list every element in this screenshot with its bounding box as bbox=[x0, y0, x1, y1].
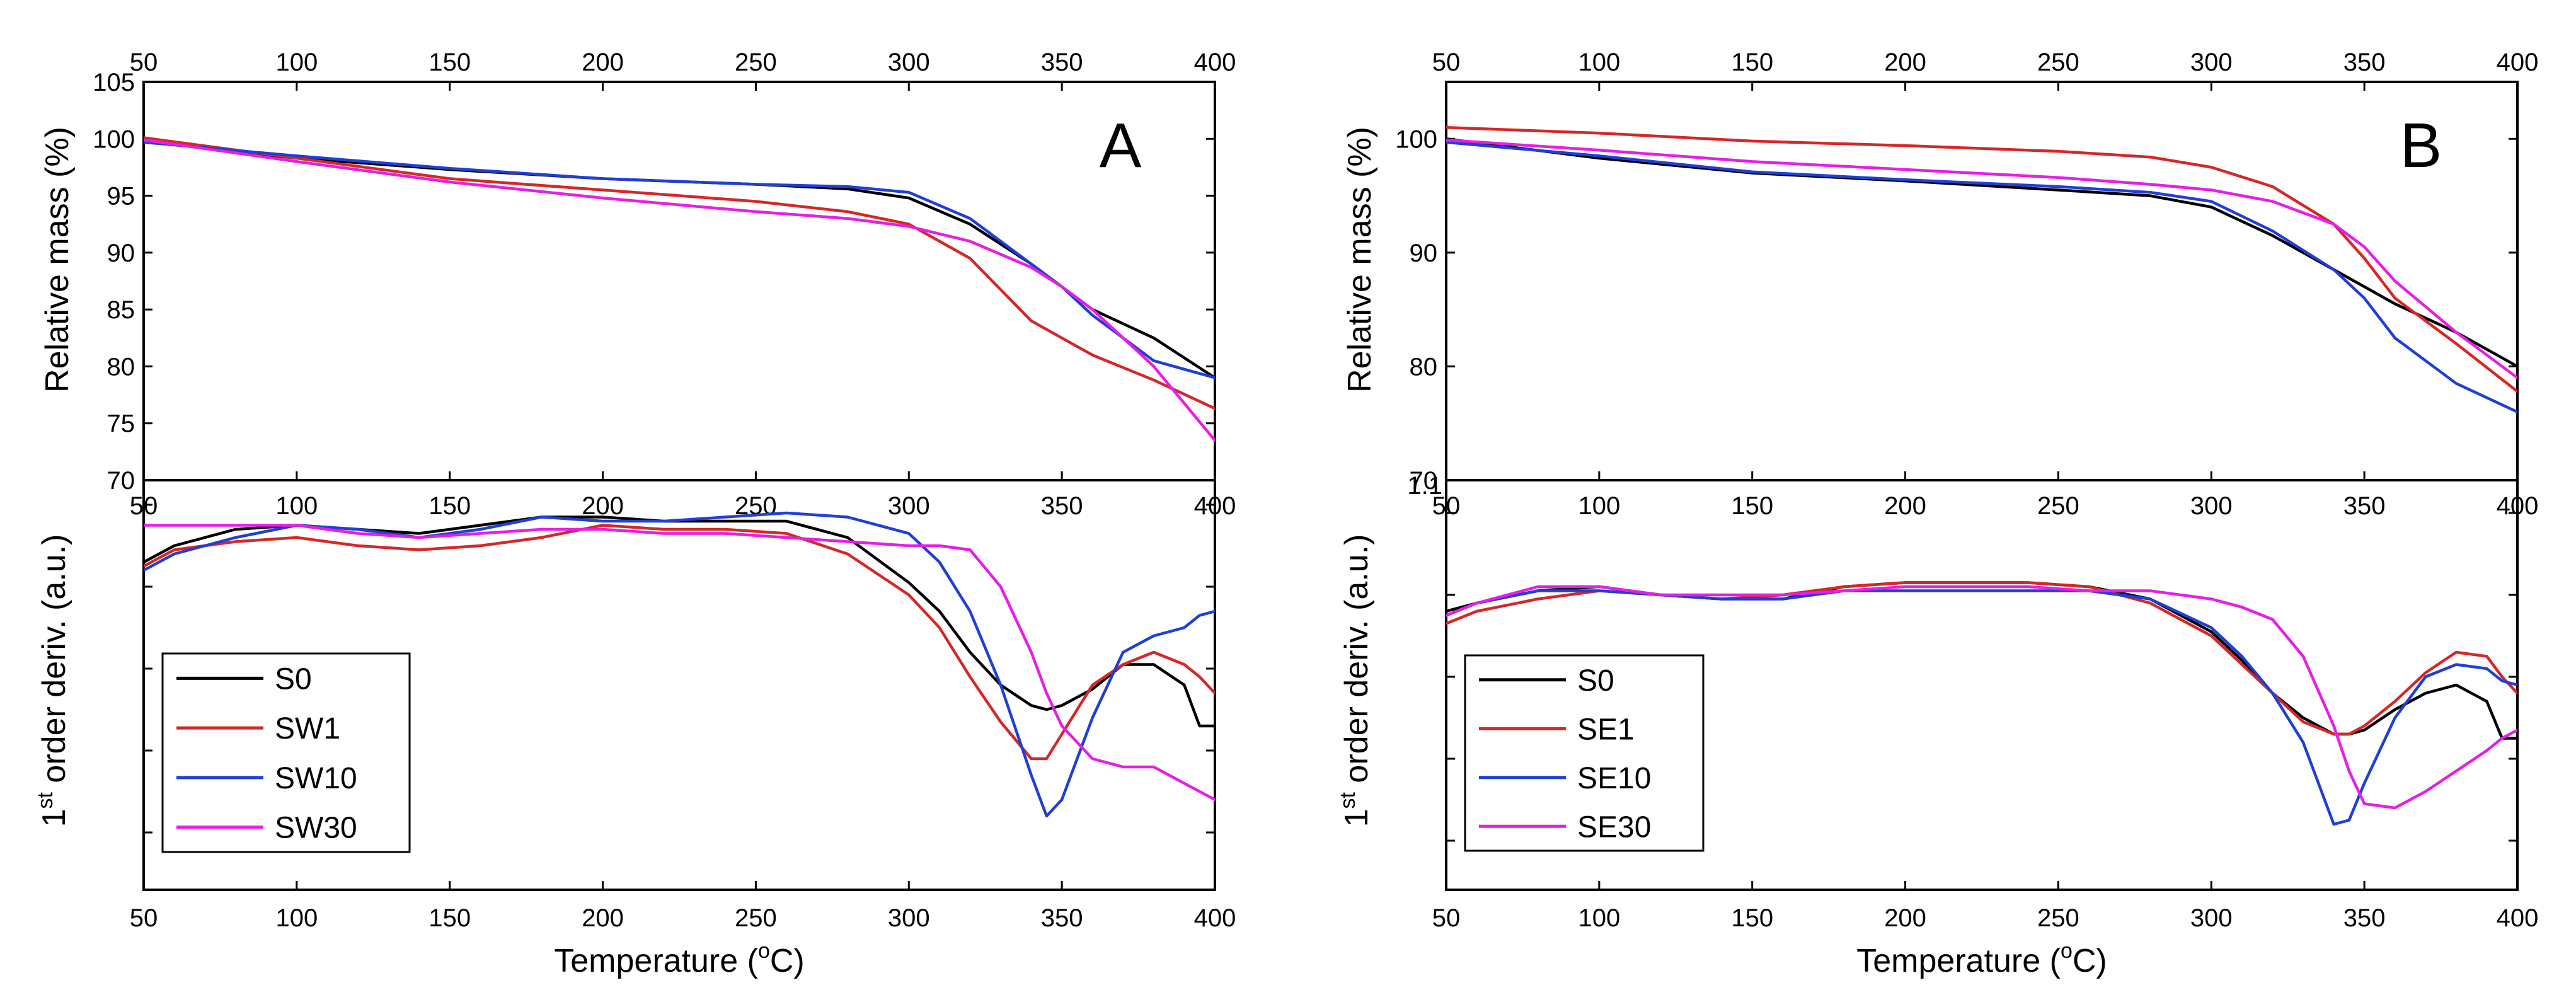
x-tick-label-mid: 300 bbox=[888, 492, 930, 520]
x-tick-label-bottom: 300 bbox=[888, 904, 930, 932]
legend-label-sw10: SW10 bbox=[275, 762, 357, 795]
x-tick-label-mid: 150 bbox=[1731, 492, 1773, 520]
legend-box bbox=[161, 652, 411, 853]
legend-label-s0: S0 bbox=[275, 662, 312, 696]
x-tick-label-bottom: 350 bbox=[1041, 904, 1083, 932]
deriv-curve-se30 bbox=[1446, 585, 2517, 810]
x-tick-label-top: 200 bbox=[582, 49, 624, 76]
legend-label-se1: SE1 bbox=[1577, 713, 1635, 746]
x-tick-label-top: 200 bbox=[1884, 49, 1926, 76]
x-tick-label-mid: 100 bbox=[275, 492, 318, 520]
legend-label-sw30: SW30 bbox=[275, 812, 357, 845]
legend-label-sw1: SW1 bbox=[275, 712, 340, 745]
x-tick-label-bottom: 250 bbox=[2037, 904, 2079, 932]
x-tick-label-mid: 200 bbox=[582, 492, 624, 520]
x-tick-label-mid: 50 bbox=[1432, 492, 1461, 520]
x-tick-label-bottom: 150 bbox=[1731, 904, 1773, 932]
x-axis-title: Temperature (oC) bbox=[1856, 939, 2107, 979]
x-tick-label-top: 50 bbox=[130, 49, 158, 76]
x-tick-label-top: 350 bbox=[2343, 49, 2386, 76]
x-tick-label-top: 250 bbox=[2037, 49, 2079, 76]
x-tick-label-top: 300 bbox=[888, 49, 930, 76]
y-tick-label-top: 100 bbox=[93, 125, 135, 153]
x-tick-label-top: 400 bbox=[2497, 49, 2539, 76]
x-tick-label-bottom: 100 bbox=[1578, 904, 1620, 932]
y-tick-label-top: 80 bbox=[1410, 353, 1438, 381]
x-tick-label-bottom: 50 bbox=[1432, 904, 1461, 932]
deriv-curve-sw30 bbox=[144, 524, 1215, 802]
y-tick-label-top: 75 bbox=[107, 410, 135, 438]
mass-curve-se10 bbox=[1446, 141, 2517, 413]
mass-curve-sw10 bbox=[144, 141, 1215, 379]
x-tick-label-bottom: 100 bbox=[275, 904, 318, 932]
x-tick-label-top: 100 bbox=[275, 49, 318, 76]
y-tick-label-top: 80 bbox=[107, 353, 135, 381]
y-axis-title-top: Relative mass (%) bbox=[39, 127, 76, 393]
stray-axis-label: 1.1 bbox=[1407, 472, 1442, 500]
mass-curve-sw30 bbox=[144, 138, 1215, 442]
panel-label: B bbox=[2400, 110, 2442, 181]
legend-label-se30: SE30 bbox=[1577, 810, 1651, 844]
x-tick-label-bottom: 400 bbox=[1194, 904, 1236, 932]
x-tick-label-top: 150 bbox=[428, 49, 471, 76]
y-tick-label-top: 70 bbox=[107, 467, 135, 495]
y-tick-label-top: 70 bbox=[1410, 467, 1438, 495]
x-tick-label-top: 400 bbox=[1194, 49, 1236, 76]
x-tick-label-bottom: 400 bbox=[2497, 904, 2539, 932]
x-tick-label-mid: 400 bbox=[2497, 492, 2539, 520]
y-axis-title-bottom: 1st order deriv. (a.u.) bbox=[33, 534, 72, 827]
y-axis-title-bottom: 1st order deriv. (a.u.) bbox=[1336, 534, 1375, 827]
mass-curve-sw1 bbox=[144, 136, 1215, 410]
x-tick-label-mid: 250 bbox=[2037, 492, 2079, 520]
panel-label: A bbox=[1100, 110, 1142, 181]
x-tick-label-bottom: 200 bbox=[1884, 904, 1926, 932]
deriv-curve-sw1 bbox=[144, 524, 1215, 761]
mass-curve-s0 bbox=[144, 139, 1215, 379]
mass-curve-se1 bbox=[1446, 125, 2517, 393]
y-tick-label-top: 100 bbox=[1395, 125, 1437, 153]
y-tick-label-top: 105 bbox=[93, 69, 135, 96]
legend-label-se10: SE10 bbox=[1577, 762, 1651, 795]
legend-label-s0: S0 bbox=[1577, 664, 1614, 698]
x-tick-label-mid: 50 bbox=[130, 492, 158, 520]
y-tick-label-top: 90 bbox=[1410, 239, 1438, 267]
x-tick-label-bottom: 250 bbox=[735, 904, 777, 932]
x-tick-label-top: 300 bbox=[2190, 49, 2233, 76]
legend-box bbox=[1464, 654, 1705, 852]
x-tick-label-mid: 200 bbox=[1884, 492, 1926, 520]
y-tick-label-top: 95 bbox=[107, 183, 135, 210]
x-tick-label-top: 150 bbox=[1731, 49, 1773, 76]
x-tick-label-mid: 350 bbox=[1041, 492, 1083, 520]
x-tick-label-top: 250 bbox=[735, 49, 777, 76]
deriv-curve-sw10 bbox=[144, 511, 1215, 818]
y-axis-title-top: Relative mass (%) bbox=[1342, 127, 1378, 393]
x-tick-label-top: 350 bbox=[1041, 49, 1083, 76]
x-tick-label-bottom: 150 bbox=[428, 904, 471, 932]
y-tick-label-top: 90 bbox=[107, 239, 135, 267]
x-tick-label-mid: 400 bbox=[1194, 492, 1236, 520]
x-tick-label-bottom: 350 bbox=[2343, 904, 2386, 932]
x-tick-label-top: 100 bbox=[1578, 49, 1620, 76]
panel-b: 50 50 50 100 100 100 150 150 150 200 200 200 250 250 2… bbox=[1336, 49, 2538, 979]
x-axis-title: Temperature (oC) bbox=[554, 939, 804, 979]
legend: S0 SE1 SE10 SE30 bbox=[1464, 654, 1705, 852]
x-tick-label-bottom: 50 bbox=[130, 904, 158, 932]
bottom-plot-frame bbox=[142, 479, 1216, 891]
mass-curve-se30 bbox=[1446, 138, 2517, 379]
x-tick-label-mid: 300 bbox=[2190, 492, 2233, 520]
panel-a: 5050501001001001501501502002002002502502… bbox=[33, 49, 1236, 979]
x-tick-label-top: 50 bbox=[1432, 49, 1461, 76]
legend: S0 SW1 SW10 SW30 bbox=[161, 652, 411, 853]
x-tick-label-bottom: 300 bbox=[2190, 904, 2233, 932]
y-tick-label-top: 85 bbox=[107, 296, 135, 324]
x-tick-label-bottom: 200 bbox=[582, 904, 624, 932]
x-tick-label-mid: 350 bbox=[2343, 492, 2386, 520]
x-tick-label-mid: 150 bbox=[428, 492, 471, 520]
x-tick-label-mid: 100 bbox=[1578, 492, 1620, 520]
